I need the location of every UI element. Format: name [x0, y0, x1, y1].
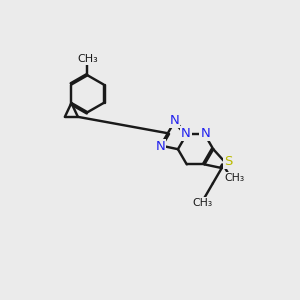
Text: CH₃: CH₃ — [193, 198, 213, 208]
Text: S: S — [224, 155, 232, 168]
Text: N: N — [155, 140, 165, 153]
Text: N: N — [200, 127, 210, 140]
Text: N: N — [181, 127, 191, 140]
Text: N: N — [169, 114, 179, 127]
Text: CH₃: CH₃ — [77, 54, 98, 64]
Text: CH₃: CH₃ — [224, 173, 244, 183]
